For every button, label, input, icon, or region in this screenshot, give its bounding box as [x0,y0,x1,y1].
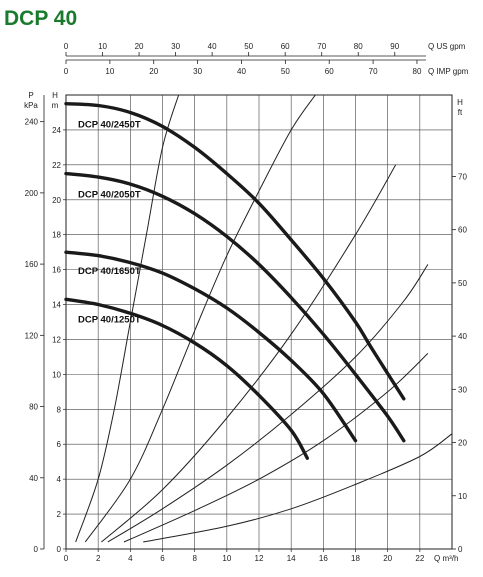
kpa-tick-label: 160 [25,260,39,269]
ft-tick-label: 60 [458,226,467,235]
pump-curve-label: DCP 40/1650T [78,266,141,277]
system-curves [75,94,453,543]
imp-gpm-tick-label: 50 [281,67,290,76]
m-tick-label: 18 [52,231,61,240]
kpa-tick-label: 0 [34,545,39,554]
m-tick-label: 10 [52,370,61,379]
pump-curve-line [64,102,406,401]
m-tick-label: 12 [52,335,61,344]
pump-curve-label: DCP 40/2450T [78,120,141,131]
us-gpm-tick-label: 20 [135,42,144,51]
ft-tick-label: 30 [458,385,467,394]
pump-curves [64,102,406,460]
kpa-tick-label: 40 [29,474,38,483]
x-tick-label: 22 [415,554,424,563]
x-tick-label: 6 [160,554,165,563]
x-axis-label: Q m³/h [434,554,458,563]
system-curve-line [84,94,316,543]
left-axes: 024681012141618202224Hm04080120160200240… [24,91,66,554]
system-curve-line [107,264,429,543]
ft-axis-label-unit: ft [458,108,463,117]
us-gpm-tick-label: 70 [317,42,326,51]
x-tick-label: 0 [64,554,69,563]
imp-gpm-tick-label: 60 [325,67,334,76]
imp-gpm-tick-label: 30 [193,67,202,76]
m-tick-label: 14 [52,301,61,310]
right-axis-ft: 0 10 20 30 40 50 60 70 Hft [452,98,467,554]
x-tick-label: 4 [128,554,133,563]
x-tick-label: 12 [255,554,264,563]
x-tick-label: 20 [383,554,392,563]
imp-gpm-tick-label: 80 [413,67,422,76]
m-tick-label: 0 [57,545,62,554]
us-gpm-tick-label: 90 [390,42,399,51]
m-axis-label-unit: m [52,101,59,110]
x-tick-label: 16 [319,554,328,563]
us-gpm-tick-label: 50 [244,42,253,51]
system-curve-line [143,433,453,543]
kpa-axis-label-unit: kPa [24,101,38,110]
bottom-axis-m3h: 0 2 4 6 8 10 12 14 16 18 20 22 Q m³/h [64,549,458,563]
ft-tick-label: 20 [458,439,467,448]
imp-gpm-tick-label: 70 [369,67,378,76]
kpa-tick-label: 240 [25,118,39,127]
chart-title: DCP 40 [4,7,77,30]
ft-tick-label: 50 [458,279,467,288]
m-tick-label: 16 [52,266,61,275]
m-tick-label: 6 [57,440,62,449]
ft-tick-label: 40 [458,332,467,341]
x-tick-label: 2 [96,554,101,563]
kpa-tick-label: 80 [29,403,38,412]
ft-tick-label: 10 [458,492,467,501]
us-gpm-tick-label: 40 [208,42,217,51]
us-gpm-tick-label: 10 [98,42,107,51]
imp-gpm-tick-label: 0 [64,67,69,76]
pump-curve-label: DCP 40/1250T [78,314,141,325]
imp-gpm-axis-label: Q IMP gpm [428,67,469,76]
x-tick-label: 18 [351,554,360,563]
imp-gpm-tick-label: 20 [149,67,158,76]
us-gpm-tick-label: 80 [354,42,363,51]
m-tick-label: 20 [52,196,61,205]
m-tick-label: 2 [57,510,62,519]
x-tick-label: 14 [287,554,296,563]
us-gpm-tick-label: 60 [281,42,290,51]
plot-grid [65,94,453,550]
system-curve-line [123,353,429,543]
ft-tick-label: 0 [458,545,463,554]
kpa-tick-label: 200 [25,189,39,198]
imp-gpm-tick-label: 10 [105,67,114,76]
pump-curve-label: DCP 40/2050T [78,190,141,201]
system-curve-line [75,94,180,543]
curve-labels: DCP 40/2450T DCP 40/2050T DCP 40/1650T DCP … [78,120,141,326]
x-tick-label: 10 [222,554,231,563]
system-curve-line [101,164,397,543]
m-tick-label: 24 [52,126,61,135]
ft-tick-label: 70 [458,172,467,181]
m-axis-label-symbol: H [52,91,58,100]
x-tick-label: 8 [192,554,197,563]
pump-curve-line [64,297,309,460]
us-gpm-tick-label: 30 [171,42,180,51]
imp-gpm-tick-label: 40 [237,67,246,76]
top-flow-axes: 0 10 20 30 40 50 60 70 80 90 0 10 20 30 40 50 60 70 80 Q US… [64,42,469,76]
kpa-tick-label: 120 [25,331,39,340]
m-tick-label: 4 [57,475,62,484]
ft-axis-label-symbol: H [457,98,463,107]
us-gpm-tick-label: 0 [64,42,69,51]
pump-curve-line [64,250,358,443]
us-gpm-axis-label: Q US gpm [428,42,466,51]
kpa-axis-label-symbol: P [28,91,33,100]
m-tick-label: 22 [52,161,61,170]
pump-curve-line [64,171,406,443]
m-tick-label: 8 [57,405,62,414]
